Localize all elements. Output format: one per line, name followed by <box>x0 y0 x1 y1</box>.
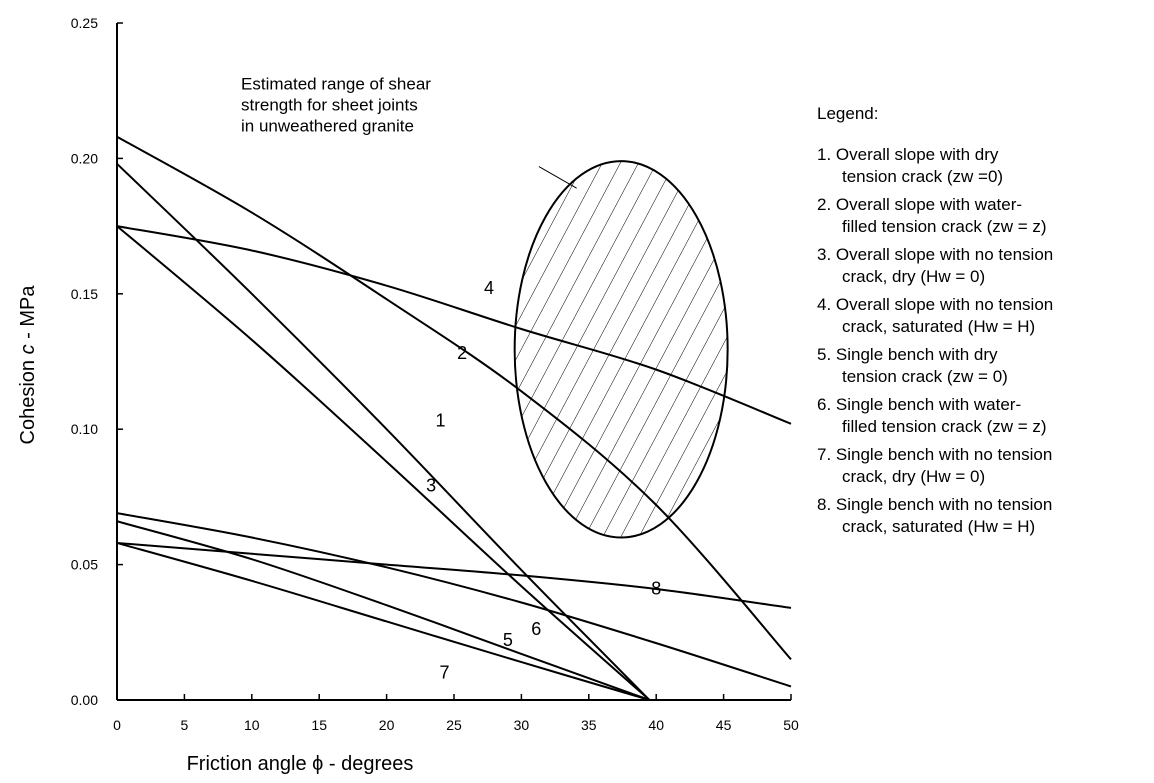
y-tick-label: 0.00 <box>71 692 98 708</box>
legend-item-line: 3. Overall slope with no tension <box>817 245 1054 264</box>
series-line-3 <box>116 225 651 701</box>
legend: Legend: 1. Overall slope with dry tension… <box>817 104 1152 544</box>
legend-item-line: 6. Single bench with water- <box>817 395 1022 414</box>
x-tick-label: 35 <box>581 717 597 733</box>
region-hatch <box>514 161 728 538</box>
y-tick-label: 0.25 <box>71 15 98 31</box>
legend-item: 8. Single bench with no tension crack, sa… <box>817 494 1152 538</box>
legend-item: 1. Overall slope with dry tension crack (… <box>817 144 1152 188</box>
y-axis-title-part: - MPa <box>17 285 39 345</box>
region-outline <box>513 160 729 539</box>
legend-item-line: 1. Overall slope with dry <box>817 145 999 164</box>
x-tick-label: 40 <box>648 717 664 733</box>
legend-item-line: filled tension crack (zw = z) <box>842 417 1047 436</box>
y-axis-title-part: Cohesion <box>17 354 39 444</box>
x-tick-label: 30 <box>514 717 530 733</box>
legend-item: 5. Single bench with dry tension crack (z… <box>817 344 1152 388</box>
series-line-4 <box>116 225 792 425</box>
series-label: 7 <box>440 662 450 682</box>
series-label: 8 <box>651 578 661 598</box>
series-line-6 <box>116 512 792 688</box>
legend-item-line: 5. Single bench with dry <box>817 345 998 364</box>
y-axis-title-symbol: c <box>17 344 39 354</box>
series-label: 4 <box>484 278 494 298</box>
y-tick-label: 0.05 <box>71 557 98 573</box>
series-label: 2 <box>457 343 467 363</box>
x-tick-label: 45 <box>716 717 732 733</box>
legend-item-line: 7. Single bench with no tension <box>817 445 1053 464</box>
legend-item: 7. Single bench with no tension crack, dr… <box>817 444 1152 488</box>
x-tick-label: 50 <box>783 717 799 733</box>
x-axis-title: Friction angle ϕ - degrees <box>187 753 414 775</box>
series-line-5 <box>116 520 650 701</box>
x-tick-label: 15 <box>311 717 327 733</box>
y-tick-label: 0.15 <box>71 286 98 302</box>
y-tick-label: 0.10 <box>71 421 98 437</box>
legend-item-line: 8. Single bench with no tension <box>817 495 1053 514</box>
legend-item: 3. Overall slope with no tension crack, d… <box>817 244 1152 288</box>
annotation-leader-line <box>538 166 577 189</box>
annotation-text: strength for sheet joints <box>241 95 418 114</box>
series-label: 1 <box>436 410 446 430</box>
legend-item-line: crack, saturated (Hw = H) <box>842 517 1036 536</box>
legend-title: Legend: <box>817 104 879 123</box>
legend-item: 2. Overall slope with water-filled tensi… <box>817 194 1152 238</box>
annotation-text: Estimated range of shear <box>241 74 431 93</box>
legend-item-line: tension crack (zw = 0) <box>842 367 1008 386</box>
series-line-7 <box>116 541 650 701</box>
x-tick-label: 5 <box>181 717 189 733</box>
legend-item: 6. Single bench with water-filled tensio… <box>817 394 1152 438</box>
x-tick-label: 25 <box>446 717 462 733</box>
series-label: 3 <box>426 475 436 495</box>
chart: 0 5 10 15 20 25 30 35 40 45 500.000.050.100.150.20… <box>17 15 799 775</box>
legend-item-line: crack, saturated (Hw = H) <box>842 317 1036 336</box>
legend-item-line: filled tension crack (zw = z) <box>842 217 1047 236</box>
series-label: 6 <box>531 619 541 639</box>
series-label: 5 <box>503 630 513 650</box>
legend-item-line: tension crack (zw =0) <box>842 167 1004 186</box>
legend-item-line: crack, dry (Hw = 0) <box>842 267 986 286</box>
x-tick-label: 0 <box>113 717 121 733</box>
series-line-2 <box>116 135 792 661</box>
legend-item-line: 2. Overall slope with water- <box>817 195 1023 214</box>
legend-item-line: crack, dry (Hw = 0) <box>842 467 986 486</box>
x-tick-label: 10 <box>244 717 260 733</box>
legend-item: 4. Overall slope with no tension crack, s… <box>817 294 1152 338</box>
legend-item-line: 4. Overall slope with no tension <box>817 295 1054 314</box>
x-tick-label: 20 <box>379 717 395 733</box>
y-axis-title: Cohesion c - MPa <box>17 285 39 445</box>
series-line-8 <box>116 541 792 609</box>
annotation-text: in unweathered granite <box>241 116 414 135</box>
y-tick-label: 0.20 <box>71 150 98 166</box>
